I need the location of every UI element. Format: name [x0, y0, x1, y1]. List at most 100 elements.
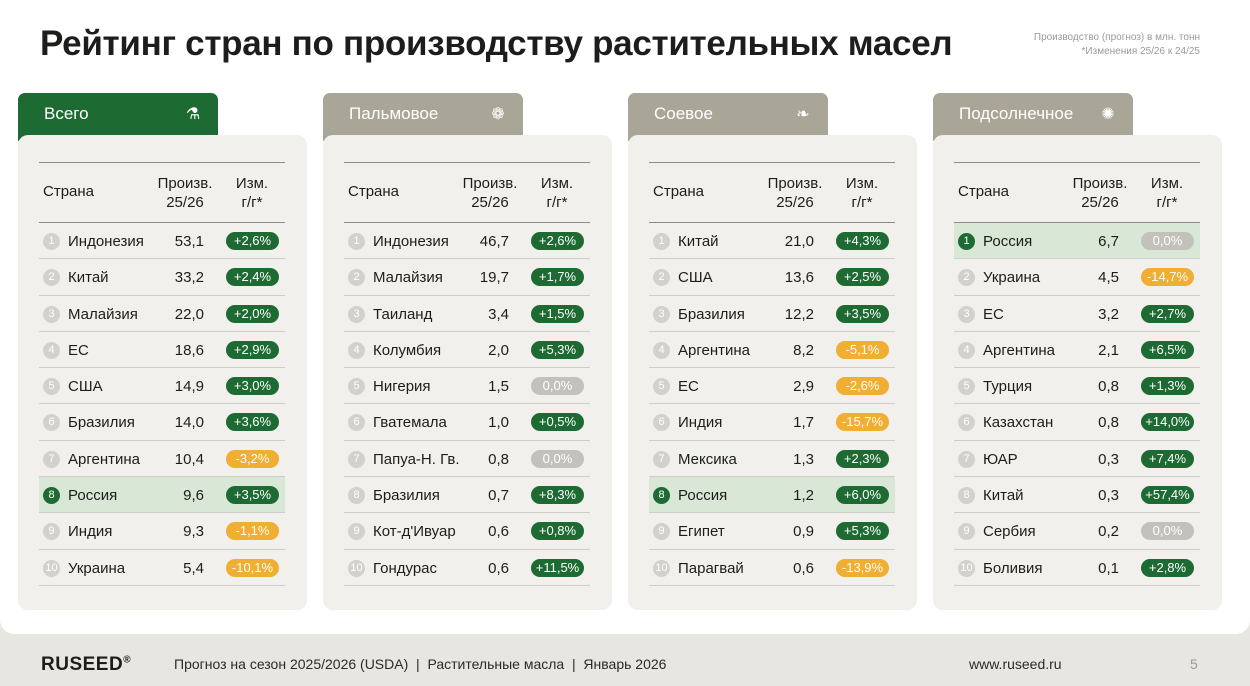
production-value: 0,6 [793, 559, 814, 577]
header-change-line1: Изм. [845, 175, 879, 192]
production-value: 0,2 [1098, 523, 1119, 541]
units-note: Производство (прогноз) в млн. тонн *Изме… [1034, 31, 1200, 59]
tab-1[interactable]: Всего ⚗ [18, 93, 218, 141]
registered-mark: ® [123, 654, 132, 666]
country-name: ЕС [68, 341, 89, 359]
palm-icon: ❁ [491, 106, 505, 123]
header-production: Произв. 25/26 [147, 174, 223, 212]
rank-badge: 6 [958, 414, 975, 432]
production-value: 1,3 [793, 450, 814, 468]
header-production-line1: Произв. [1072, 175, 1128, 192]
production-value: 14,0 [174, 414, 204, 432]
table-header: Страна Произв. 25/26 Изм. г/г* [344, 162, 590, 223]
table-row: 1 Китай 21,0 +4,3% [649, 223, 895, 260]
production-value: 13,6 [784, 269, 814, 287]
change-badge: +3,5% [226, 486, 279, 505]
header-production-line2: 25/26 [166, 194, 204, 211]
production-value: 0,6 [488, 523, 509, 541]
rank-badge: 2 [653, 269, 670, 287]
header-change: Изм. г/г* [532, 174, 582, 212]
header-production-line2: 25/26 [1081, 194, 1119, 211]
country-name: Кот-д'Ивуар [373, 523, 456, 541]
country-name: Парагвай [678, 559, 744, 577]
country-name: Китай [678, 233, 719, 250]
header-production-line2: 25/26 [471, 194, 509, 211]
soy-leaf-icon: ❧ [796, 106, 810, 123]
table-header: Страна Произв. 25/26 Изм. г/г* [649, 162, 895, 223]
table-row: 10 Боливия 0,1 +2,8% [954, 550, 1200, 586]
table-row: 8 Бразилия 0,7 +8,3% [344, 477, 590, 514]
change-badge: +2,6% [531, 232, 584, 250]
rank-badge: 5 [43, 378, 60, 396]
tab-4[interactable]: Подсолнечное ✺ [933, 93, 1133, 141]
production-value: 18,6 [174, 341, 204, 359]
table-row: 9 Египет 0,9 +5,3% [649, 513, 895, 550]
change-badge: +2,8% [1141, 558, 1194, 577]
rank-badge: 1 [653, 233, 670, 250]
ranking-card: Страна Произв. 25/26 Изм. г/г* 1 Россия 6,7 0,0%… [933, 135, 1222, 610]
production-value: 19,7 [479, 269, 509, 287]
change-badge: -3,2% [226, 449, 279, 468]
rank-badge: 2 [958, 269, 975, 287]
change-badge: +2,6% [226, 232, 279, 250]
header-production-line1: Произв. [767, 175, 823, 192]
tab-3[interactable]: Соевое ❧ [628, 93, 828, 141]
change-badge: 0,0% [531, 449, 584, 468]
tab-2[interactable]: Пальмовое ❁ [323, 93, 523, 141]
change-badge: +1,5% [531, 304, 584, 323]
country-name: Таиланд [373, 305, 433, 323]
table-row: 9 Кот-д'Ивуар 0,6 +0,8% [344, 513, 590, 550]
table-row: 4 Аргентина 8,2 -5,1% [649, 332, 895, 369]
site-link[interactable]: www.ruseed.ru [969, 656, 1062, 672]
change-badge: +3,5% [836, 304, 889, 323]
production-value: 5,4 [183, 559, 204, 577]
rank-badge: 6 [348, 414, 365, 432]
header-change-line2: г/г* [546, 194, 568, 211]
production-value: 1,5 [488, 378, 509, 396]
country-name: Египет [678, 523, 725, 541]
country-name: Россия [678, 487, 728, 505]
production-value: 14,9 [174, 378, 204, 396]
table-row: 6 Казахстан 0,8 +14,0% [954, 404, 1200, 441]
table-row: 6 Бразилия 14,0 +3,6% [39, 404, 285, 441]
table-row: 5 Нигерия 1,5 0,0% [344, 368, 590, 405]
production-value: 46,7 [479, 233, 509, 250]
production-value: 3,4 [488, 305, 509, 323]
production-value: 1,2 [793, 487, 814, 505]
table-row: 9 Сербия 0,2 0,0% [954, 513, 1200, 550]
ranking-table: Страна Произв. 25/26 Изм. г/г* 1 Китай 21,0 +4,3… [649, 162, 895, 586]
table-row: 5 Турция 0,8 +1,3% [954, 368, 1200, 405]
production-value: 3,2 [1098, 305, 1119, 323]
country-name: Гондурас [373, 559, 438, 577]
country-name: Малайзия [68, 305, 138, 323]
rank-badge: 2 [348, 269, 365, 287]
production-value: 12,2 [784, 305, 814, 323]
country-name: Индонезия [68, 233, 144, 250]
table-row: 10 Гондурас 0,6 +11,5% [344, 550, 590, 586]
table-row: 7 Аргентина 10,4 -3,2% [39, 441, 285, 478]
header-production: Произв. 25/26 [452, 174, 528, 212]
rank-badge: 7 [348, 450, 365, 468]
ranking-card: Страна Произв. 25/26 Изм. г/г* 1 Индонезия 53,1… [18, 135, 307, 610]
table-header: Страна Произв. 25/26 Изм. г/г* [39, 162, 285, 223]
rank-badge: 3 [958, 305, 975, 323]
header-change-line2: г/г* [241, 194, 263, 211]
header-change-line2: г/г* [851, 194, 873, 211]
change-badge: -15,7% [836, 413, 889, 432]
slide: Рейтинг стран по производству растительн… [0, 0, 1250, 634]
tab-label: Пальмовое [349, 104, 439, 123]
production-value: 0,6 [488, 559, 509, 577]
oil-bottle-icon: ⚗ [185, 106, 201, 123]
production-value: 9,3 [183, 523, 204, 541]
rank-badge: 9 [348, 523, 365, 541]
change-badge: 0,0% [531, 377, 584, 396]
rank-badge: 1 [958, 233, 975, 250]
rank-badge: 8 [43, 487, 60, 505]
table-row: 7 Папуа-Н. Гв. 0,8 0,0% [344, 441, 590, 478]
change-badge: +2,4% [226, 268, 279, 287]
country-name: Малайзия [373, 269, 443, 287]
change-badge: +2,7% [1141, 304, 1194, 323]
country-name: Индонезия [373, 233, 449, 250]
country-name: Папуа-Н. Гв. [373, 450, 460, 468]
country-name: Мексика [678, 450, 737, 468]
